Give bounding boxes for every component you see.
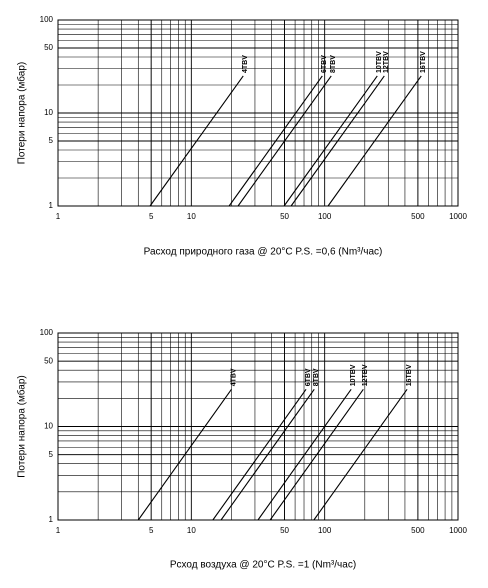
series-line: [237, 75, 332, 207]
series-line: [327, 75, 422, 207]
series-line: [257, 388, 352, 521]
x-tick-label: 1: [56, 526, 61, 535]
series-label: 16TBV: [420, 51, 427, 73]
y-tick-label: 1: [49, 201, 54, 210]
x-tick-label: 1000: [449, 526, 467, 535]
series-line: [149, 75, 244, 207]
x-tick-label: 10: [187, 212, 196, 221]
x-tick-label: 100: [318, 526, 332, 535]
series-line: [269, 388, 364, 521]
y-axis-title: Потери напора (мбар): [16, 62, 28, 165]
series-line: [290, 75, 385, 207]
y-axis-title: Потери напора (мбар): [16, 375, 28, 478]
y-tick-label: 10: [44, 108, 53, 117]
y-tick-label: 50: [44, 356, 53, 365]
x-tick-label: 500: [411, 526, 425, 535]
y-tick-label: 100: [40, 328, 54, 337]
series-line: [220, 388, 315, 521]
y-tick-label: 10: [44, 422, 53, 431]
y-tick-label: 1: [49, 515, 54, 524]
plot-frame: [57, 19, 459, 207]
x-tick-label: 5: [149, 212, 154, 221]
series-label: 10TBV: [350, 364, 357, 386]
series-label: 10TBV: [376, 51, 383, 73]
plot: 1 5 10 50 100 500 1000 1 5 10 50 100 Потери напора (…: [16, 15, 468, 258]
x-axis-title: Расход природного газа @ 20°C P.S. =0,6 …: [144, 247, 383, 258]
x-tick-label: 100: [318, 212, 332, 221]
series-label: 8TBV: [330, 55, 337, 73]
series-line: [313, 388, 408, 521]
y-tick-label: 50: [44, 43, 53, 52]
x-tick-label: 50: [280, 212, 289, 221]
series-line: [283, 75, 378, 207]
series-label: 8TBV: [313, 368, 320, 386]
x-tick-label: 1000: [449, 212, 467, 221]
x-tick-label: 1: [56, 212, 61, 221]
series-label: 4TBV: [242, 55, 249, 73]
series-line: [228, 75, 323, 207]
y-tick-label: 5: [49, 450, 54, 459]
series-line: [212, 388, 307, 521]
x-tick-label: 5: [149, 526, 154, 535]
series-label: 4TBV: [230, 368, 237, 386]
series-label: 16TBV: [406, 364, 413, 386]
x-tick-label: 10: [187, 526, 196, 535]
series-label: 12TBV: [362, 364, 369, 386]
plot: 1 5 10 50 100 500 1000 1 5 10 50 100 Потери напора (…: [16, 328, 468, 571]
series-label: 6TBV: [305, 368, 312, 386]
x-axis-title: Рсход воздуха @ 20°C P.S. =1 (Nm³/час): [170, 560, 356, 571]
series-label: 12TBV: [383, 51, 390, 73]
series-line: [137, 388, 232, 521]
x-tick-label: 50: [280, 526, 289, 535]
series-label: 6TBV: [321, 55, 328, 73]
y-tick-label: 5: [49, 136, 54, 145]
x-tick-label: 500: [411, 212, 425, 221]
y-tick-label: 100: [40, 15, 54, 24]
